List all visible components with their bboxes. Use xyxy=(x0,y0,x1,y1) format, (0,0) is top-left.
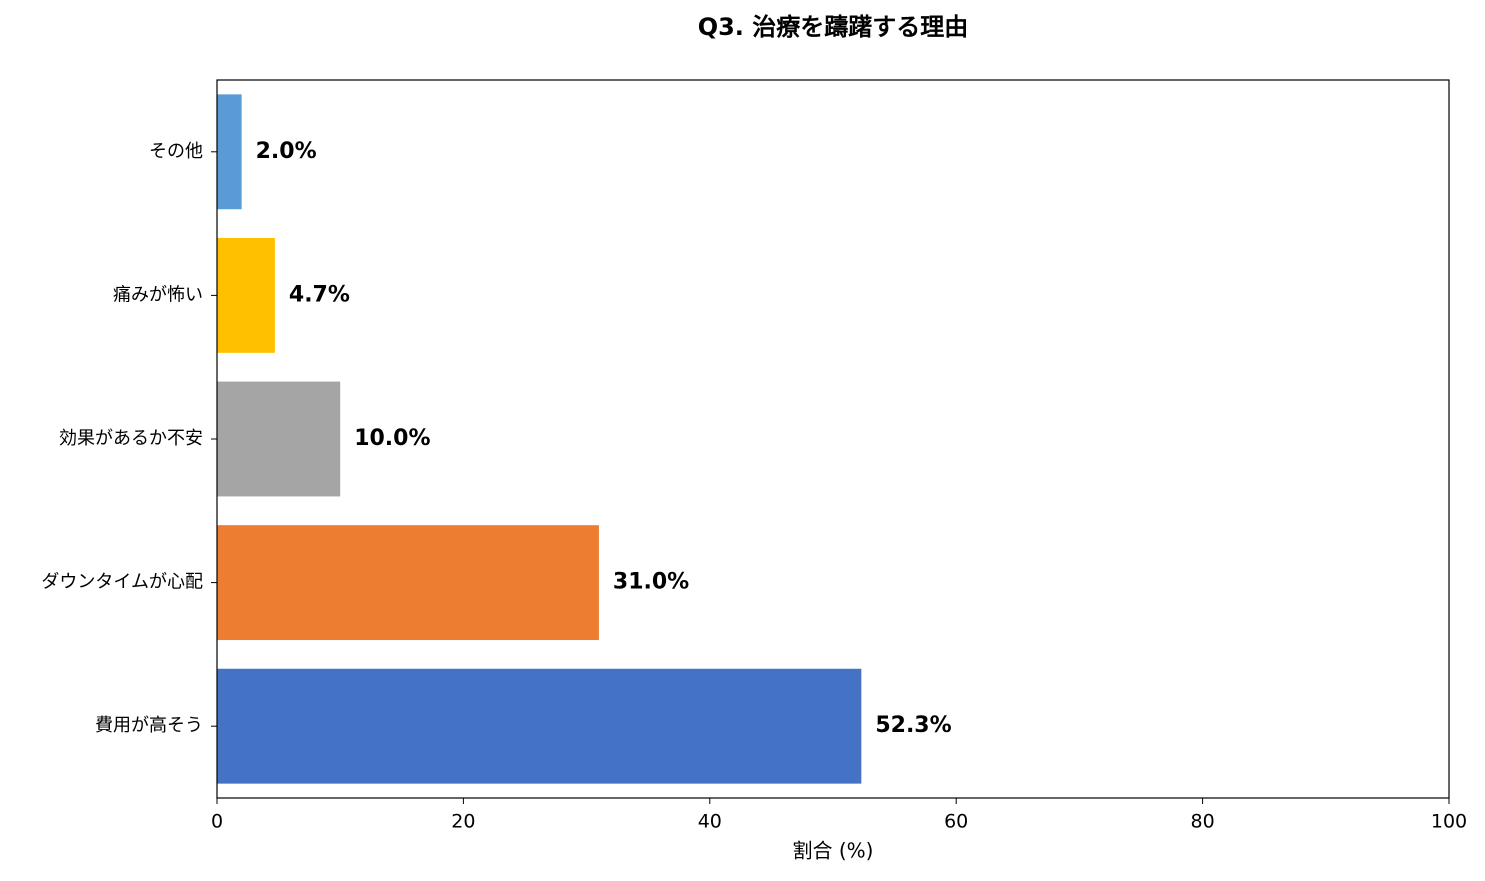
y-tick-label: ダウンタイムが心配 xyxy=(41,572,203,593)
value-label: 31.0% xyxy=(613,570,689,595)
bar xyxy=(217,525,599,641)
bar xyxy=(217,94,242,210)
plot-frame xyxy=(216,79,1450,799)
x-tick-label: 60 xyxy=(944,811,968,833)
value-label: 2.0% xyxy=(256,139,317,164)
bar xyxy=(217,381,341,497)
x-axis-label: 割合 (%) xyxy=(793,839,874,863)
x-tick-label: 80 xyxy=(1191,811,1215,833)
value-label: 4.7% xyxy=(289,282,350,307)
y-tick-label: 痛みが怖い xyxy=(113,284,203,305)
x-tick-label: 0 xyxy=(211,811,223,833)
x-tick-label: 40 xyxy=(698,811,722,833)
y-tick-label: その他 xyxy=(149,141,203,162)
chart-title: Q3. 治療を躊躇する理由 xyxy=(698,13,969,41)
value-label: 10.0% xyxy=(354,426,430,451)
bar xyxy=(217,668,862,784)
x-tick-label: 100 xyxy=(1431,811,1467,833)
y-tick-label: 効果があるか不安 xyxy=(59,428,203,449)
bar xyxy=(217,237,275,353)
y-tick-label: 費用が高そう xyxy=(95,715,203,736)
x-tick-label: 20 xyxy=(451,811,475,833)
value-label: 52.3% xyxy=(875,713,951,738)
